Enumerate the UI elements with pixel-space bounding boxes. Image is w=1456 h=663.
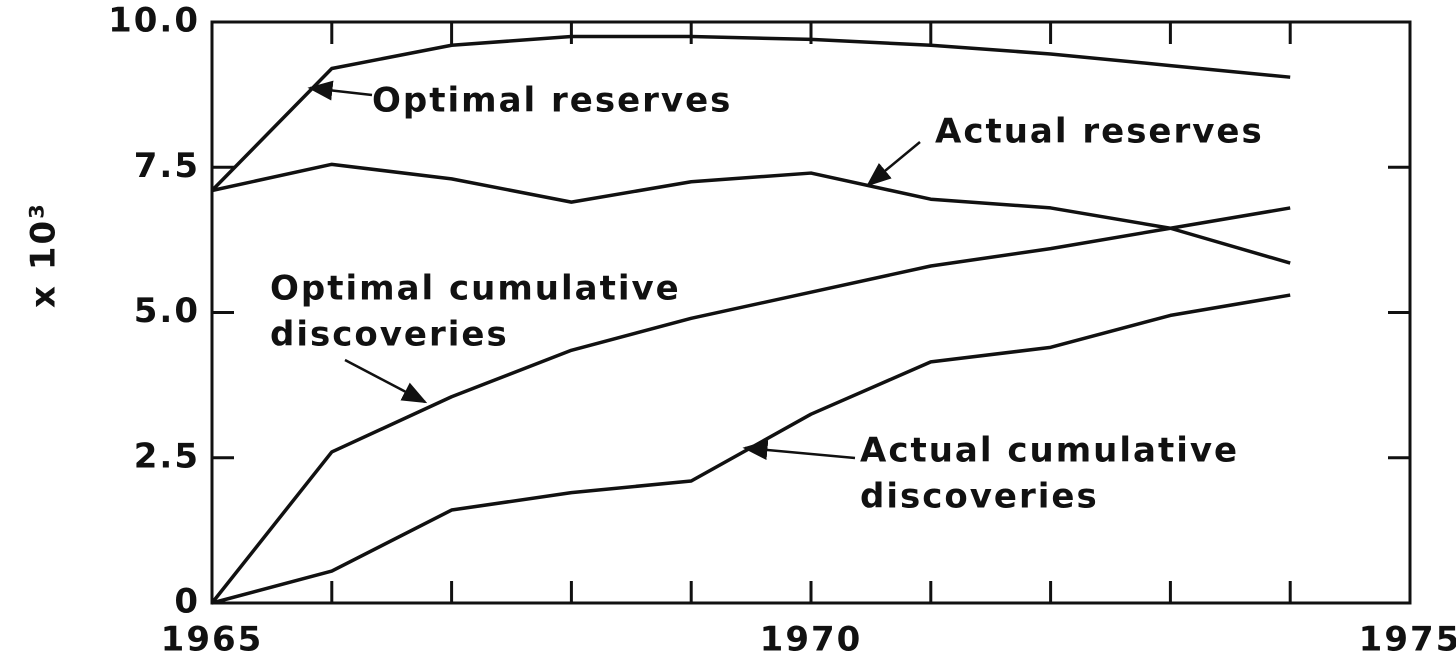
y-tick-label: 0: [174, 582, 200, 622]
y-tick-label: 5.0: [134, 291, 200, 331]
annotation: Actual cumulative: [860, 431, 1239, 471]
annotation-arrow: [344, 358, 428, 404]
annotation: discoveries: [270, 315, 509, 355]
annotation: Actual reserves: [935, 112, 1264, 152]
annotation: Optimal cumulative: [270, 269, 681, 309]
series-line: [211, 162, 1291, 265]
annotation-arrow: [742, 440, 856, 460]
y-tick-label: 10.0: [108, 1, 200, 41]
y-axis-label: x 10³: [24, 202, 64, 308]
x-tick-label: 1975: [1359, 620, 1456, 660]
annotation-arrow: [866, 141, 921, 187]
y-tick-label: 2.5: [134, 436, 200, 476]
annotation: discoveries: [860, 477, 1099, 517]
annotation-arrow: [307, 80, 373, 101]
y-tick-label: 7.5: [134, 146, 200, 186]
x-tick-label: 1965: [161, 620, 264, 660]
x-tick-label: 1970: [760, 620, 863, 660]
annotation: Optimal reserves: [372, 81, 732, 121]
series-line: [210, 206, 1291, 605]
series-line: [210, 34, 1291, 192]
